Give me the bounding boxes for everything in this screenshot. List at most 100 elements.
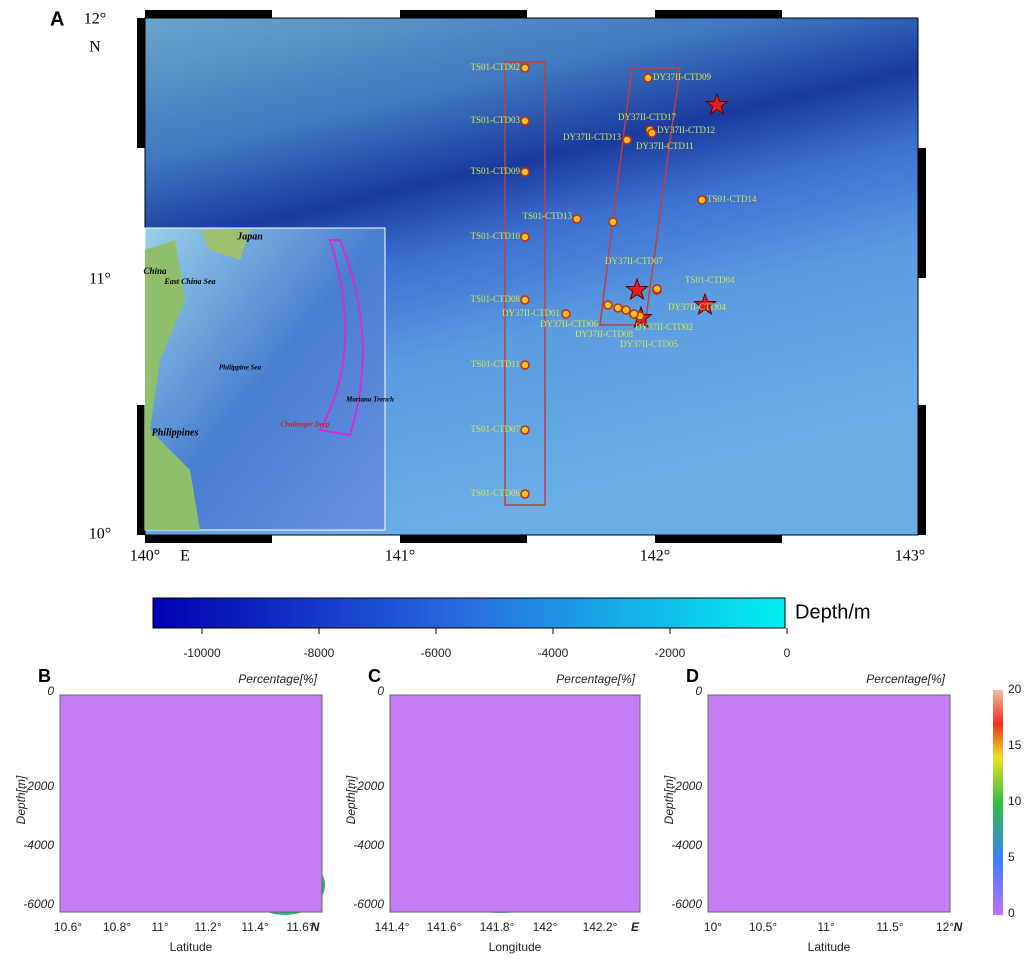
figure: A Depth/m 12° N 11° 10° 140° E 141° 142° 143° Jap… [0, 0, 1026, 966]
percent-tick-label: 20 [1008, 682, 1022, 696]
x-tick-label: 10° [704, 920, 722, 934]
colorbar-label: Depth/m [795, 601, 871, 623]
colorbar [153, 598, 785, 628]
station [648, 129, 656, 137]
lat-label: 10° [89, 526, 111, 543]
y-tick-label: -6000 [671, 897, 702, 911]
x-unit: E [631, 920, 640, 934]
colorbar-tick-label: -2000 [655, 646, 686, 660]
y-tick-label: 0 [47, 684, 54, 698]
station [562, 310, 570, 318]
y-tick-label: 0 [377, 684, 384, 698]
inset-label: East China Sea [163, 277, 215, 286]
panel-label: C [368, 666, 381, 686]
colorbar-tick-label: -6000 [421, 646, 452, 660]
station-label: TS01-CTD11 [471, 359, 520, 369]
y-tick-label: -4000 [23, 838, 54, 852]
x-tick-label: 142° [533, 920, 558, 934]
station-label: TS01-CTD03 [471, 115, 521, 125]
panel-title: Percentage[%] [238, 672, 317, 686]
panel-label: A [50, 8, 64, 30]
station-label: DY37II-CTD12 [657, 125, 715, 135]
lon-label: E [180, 548, 190, 565]
station [653, 285, 661, 293]
x-unit: N [311, 920, 320, 934]
station [609, 218, 617, 226]
station-label: TS01-CTD09 [471, 166, 521, 176]
lon-label: 143° [895, 548, 925, 565]
station [623, 136, 631, 144]
lon-label: 141° [385, 548, 415, 565]
x-unit: N [954, 920, 963, 934]
lat-label: N [89, 39, 101, 56]
x-tick-label: 141.8° [480, 920, 515, 934]
station [521, 361, 529, 369]
station-label: DY37II-CTD17 [618, 112, 676, 122]
x-axis-label: Latitude [808, 940, 851, 954]
y-tick-label: -6000 [353, 897, 384, 911]
lon-label: 142° [640, 548, 670, 565]
x-tick-label: 11.2° [194, 920, 221, 934]
inset-label: Philippine Sea [219, 364, 262, 372]
panel-title: Percentage[%] [556, 672, 635, 686]
station [521, 168, 529, 176]
station [521, 296, 529, 304]
station [698, 196, 706, 204]
station [573, 215, 581, 223]
plot-area [708, 695, 950, 912]
station-label: DY37II-CTD06 [540, 319, 598, 329]
percent-tick-label: 0 [1008, 906, 1015, 920]
percent-tick-label: 15 [1008, 738, 1022, 752]
x-tick-label: 11.5° [876, 920, 903, 934]
station-label: TS01-CTD13 [523, 211, 573, 221]
lat-label: 11° [89, 271, 111, 288]
inset-label: China [143, 266, 167, 276]
station-label: DY37II-CTD08 [575, 329, 633, 339]
x-tick-label: 141.4° [375, 920, 410, 934]
x-tick-label: 11.4° [241, 920, 268, 934]
station-label: DY37II-CTD07 [605, 256, 663, 266]
x-tick-label: 11° [817, 920, 834, 934]
plot-area [390, 695, 640, 912]
station [604, 301, 612, 309]
station [644, 74, 652, 82]
station-label: TS01-CTD06 [471, 488, 521, 498]
inset-label: Japan [236, 231, 263, 242]
percent-colorbar [993, 690, 1003, 915]
station-label: TS01-CTD10 [471, 231, 521, 241]
x-tick-label: 142.2° [583, 920, 618, 934]
station-label: TS01-CTD08 [471, 294, 521, 304]
x-tick-label: 11° [151, 920, 168, 934]
x-tick-label: 141.6° [427, 920, 462, 934]
percent-tick-label: 5 [1008, 850, 1015, 864]
x-tick-label: 10.8° [103, 920, 131, 934]
panel-label: D [686, 666, 699, 686]
station-label: DY37II-CTD09 [653, 72, 711, 82]
station [521, 490, 529, 498]
station-label: TS01-CTD14 [707, 194, 757, 204]
y-tick-label: -6000 [23, 897, 54, 911]
inset-label: Philippines [152, 427, 199, 438]
station-label: TS01-CTD04 [685, 275, 735, 285]
percent-tick-label: 10 [1008, 794, 1022, 808]
colorbar-tick-label: -8000 [304, 646, 335, 660]
station-label: DY37II-CTD13 [563, 132, 621, 142]
station-label: DY37II-CTD01 [502, 308, 560, 318]
station-label: DY37II-CTD05 [620, 339, 678, 349]
y-tick-label: 0 [695, 684, 702, 698]
inset-label: Challenger Deep [281, 421, 330, 429]
panel-label: B [38, 666, 51, 686]
y-tick-label: -4000 [671, 838, 702, 852]
station-label: TS01-CTD07 [471, 424, 521, 434]
y-tick-label: -2000 [671, 779, 702, 793]
station [630, 310, 638, 318]
station [521, 64, 529, 72]
y-tick-label: -2000 [353, 779, 384, 793]
colorbar-tick-label: -4000 [538, 646, 569, 660]
station [614, 304, 622, 312]
y-tick-label: -4000 [353, 838, 384, 852]
y-tick-label: -2000 [23, 779, 54, 793]
x-tick-label: 10.6° [54, 920, 82, 934]
lon-label: 140° [130, 548, 160, 565]
lat-label: 12° [84, 11, 106, 28]
